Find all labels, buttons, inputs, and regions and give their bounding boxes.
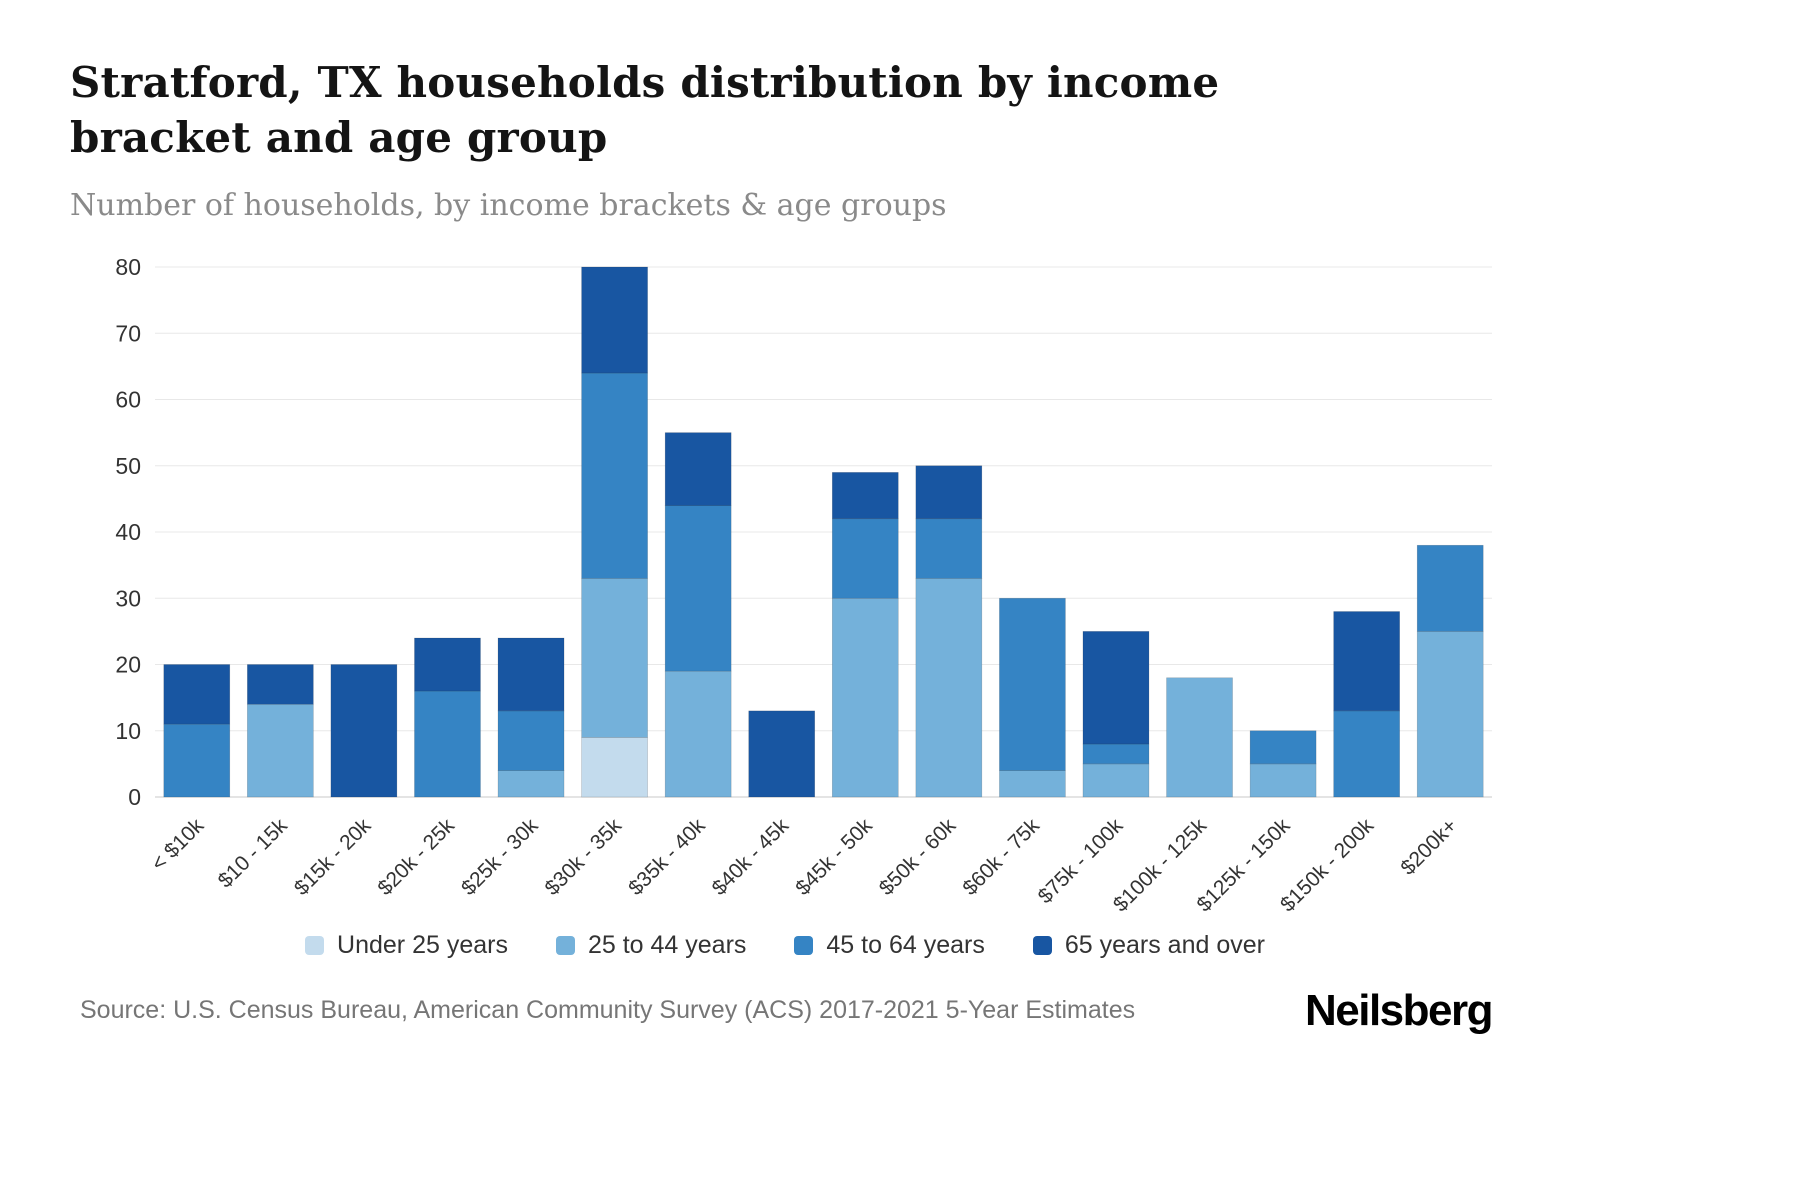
- bar-segment-30k-35k-45-to-64-years: [581, 372, 648, 579]
- chart-footer: Source: U.S. Census Bureau, American Com…: [70, 985, 1494, 1036]
- bar-segment-200k-45-to-64-years: [1416, 544, 1484, 632]
- y-tick-label: 10: [115, 718, 141, 744]
- y-tick-label: 80: [115, 254, 141, 280]
- x-tick-label: $60k - 75k: [958, 814, 1044, 900]
- bar-segment-50k-60k-25-to-44-years: [915, 577, 983, 798]
- bar-segment-35k-40k-45-to-64-years: [664, 505, 732, 672]
- x-tick-label: $10 - 15k: [214, 814, 293, 893]
- x-tick-label: $30k - 35k: [541, 814, 627, 900]
- bar-segment-30k-35k-25-to-44-years: [581, 577, 648, 738]
- bar-segment-25k-30k-65-years-and-over: [497, 637, 565, 712]
- x-tick-label: $45k - 50k: [791, 814, 877, 900]
- y-tick-label: 30: [115, 585, 141, 611]
- y-tick-label: 20: [115, 651, 141, 677]
- bar-segment-45k-50k-45-to-64-years: [831, 518, 899, 599]
- legend-label: 25 to 44 years: [587, 930, 747, 959]
- bar-segment-10-15k-65-years-and-over: [247, 664, 314, 705]
- legend-label: 65 years and over: [1064, 930, 1265, 959]
- bar-segment-50k-60k-45-to-64-years: [915, 518, 983, 579]
- bar-segment-150k-200k-45-to-64-years: [1333, 710, 1400, 798]
- bar-segment-40k-45k-65-years-and-over: [748, 710, 816, 798]
- bar-segment-100k-125k-25-to-44-years: [1166, 677, 1233, 798]
- legend-item-under-25-years[interactable]: Under 25 years: [305, 931, 508, 960]
- x-tick-label: $50k - 60k: [875, 814, 961, 900]
- bar-segment-75k-100k-45-to-64-years: [1082, 743, 1150, 765]
- stacked-bar-chart: 0 10 20 30 40 50 60 70 80 < $10k $10 - 15k $15k - 2…: [70, 254, 1500, 916]
- x-tick-label: $40k - 45k: [708, 814, 794, 900]
- bar-segment-150k-200k-65-years-and-over: [1333, 611, 1400, 712]
- bar-segment-30k-35k-under-25-years: [581, 736, 648, 798]
- legend-item-45-to-64-years[interactable]: 45 to 64 years: [794, 930, 985, 960]
- bar-segment-35k-40k-25-to-44-years: [664, 670, 732, 798]
- y-tick-label: 40: [115, 519, 141, 545]
- y-tick-label: 60: [115, 386, 141, 412]
- x-tick-label: $25k - 30k: [457, 814, 543, 900]
- y-tick-label: 0: [128, 784, 141, 810]
- bar-segment-75k-100k-25-to-44-years: [1082, 763, 1150, 798]
- x-tick-label: $20k - 25k: [373, 814, 459, 900]
- bar-segment-75k-100k-65-years-and-over: [1082, 630, 1150, 745]
- chart-canvas: 0 10 20 30 40 50 60 70 80 < $10k $10 - 15k$15k - 2…: [115, 254, 1492, 916]
- x-tick-label: < $10k: [147, 814, 209, 876]
- bar-segment-45k-50k-25-to-44-years: [831, 597, 899, 798]
- x-tick-label: $15k - 20k: [290, 814, 376, 900]
- bar-segment-125k-150k-45-to-64-years: [1249, 730, 1317, 765]
- legend-label: Under 25 years: [337, 930, 508, 959]
- bar-segment-200k-25-to-44-years: [1416, 630, 1484, 798]
- source-note: Source: U.S. Census Bureau, American Com…: [80, 996, 1136, 1025]
- legend-swatch: [305, 935, 325, 955]
- chart-title: Stratford, TX households distribution by…: [70, 58, 1220, 163]
- chart-subtitle: Number of households, by income brackets…: [70, 187, 947, 223]
- chart-legend: Under 25 years 25 to 44 years 45 to 64 yea…: [70, 931, 1500, 960]
- bar-segment-60k-75k-45-to-64-years: [999, 597, 1066, 771]
- bar-segment-50k-60k-65-years-and-over: [915, 465, 983, 519]
- bar-segment-60k-75k-25-to-44-years: [999, 770, 1066, 798]
- bar-segment-125k-150k-25-to-44-years: [1249, 763, 1317, 798]
- legend-swatch: [794, 935, 814, 955]
- legend-label: 45 to 64 years: [826, 930, 985, 959]
- bar-segment-20k-25k-45-to-64-years: [414, 690, 481, 798]
- x-tick-label: $35k - 40k: [624, 814, 710, 900]
- legend-swatch: [1032, 935, 1052, 955]
- bar-segment-15k-20k-65-years-and-over: [330, 664, 398, 798]
- bar-segment-20k-25k-65-years-and-over: [414, 637, 481, 692]
- bar-segment-25k-30k-25-to-44-years: [497, 770, 565, 798]
- bar-segment-45k-50k-65-years-and-over: [831, 471, 899, 519]
- bar-segment-35k-40k-65-years-and-over: [664, 432, 732, 506]
- bar-segment-25k-30k-45-to-64-years: [497, 710, 565, 771]
- bar-segment-10k-65-years-and-over: [163, 664, 231, 725]
- legend-swatch: [555, 935, 575, 955]
- bar-segment-30k-35k-65-years-and-over: [581, 266, 648, 374]
- x-tick-label: $200k+: [1396, 814, 1461, 879]
- neilsberg-logo: Neilsberg: [1304, 985, 1494, 1035]
- y-tick-label: 70: [115, 320, 141, 346]
- bar-segment-10k-45-to-64-years: [163, 723, 231, 798]
- legend-item-25-to-44-years[interactable]: 25 to 44 years: [555, 930, 747, 960]
- bar-segment-10-15k-25-to-44-years: [247, 703, 314, 798]
- y-tick-label: 50: [115, 453, 141, 479]
- legend-item-65-years-and-over[interactable]: 65 years and over: [1032, 930, 1265, 960]
